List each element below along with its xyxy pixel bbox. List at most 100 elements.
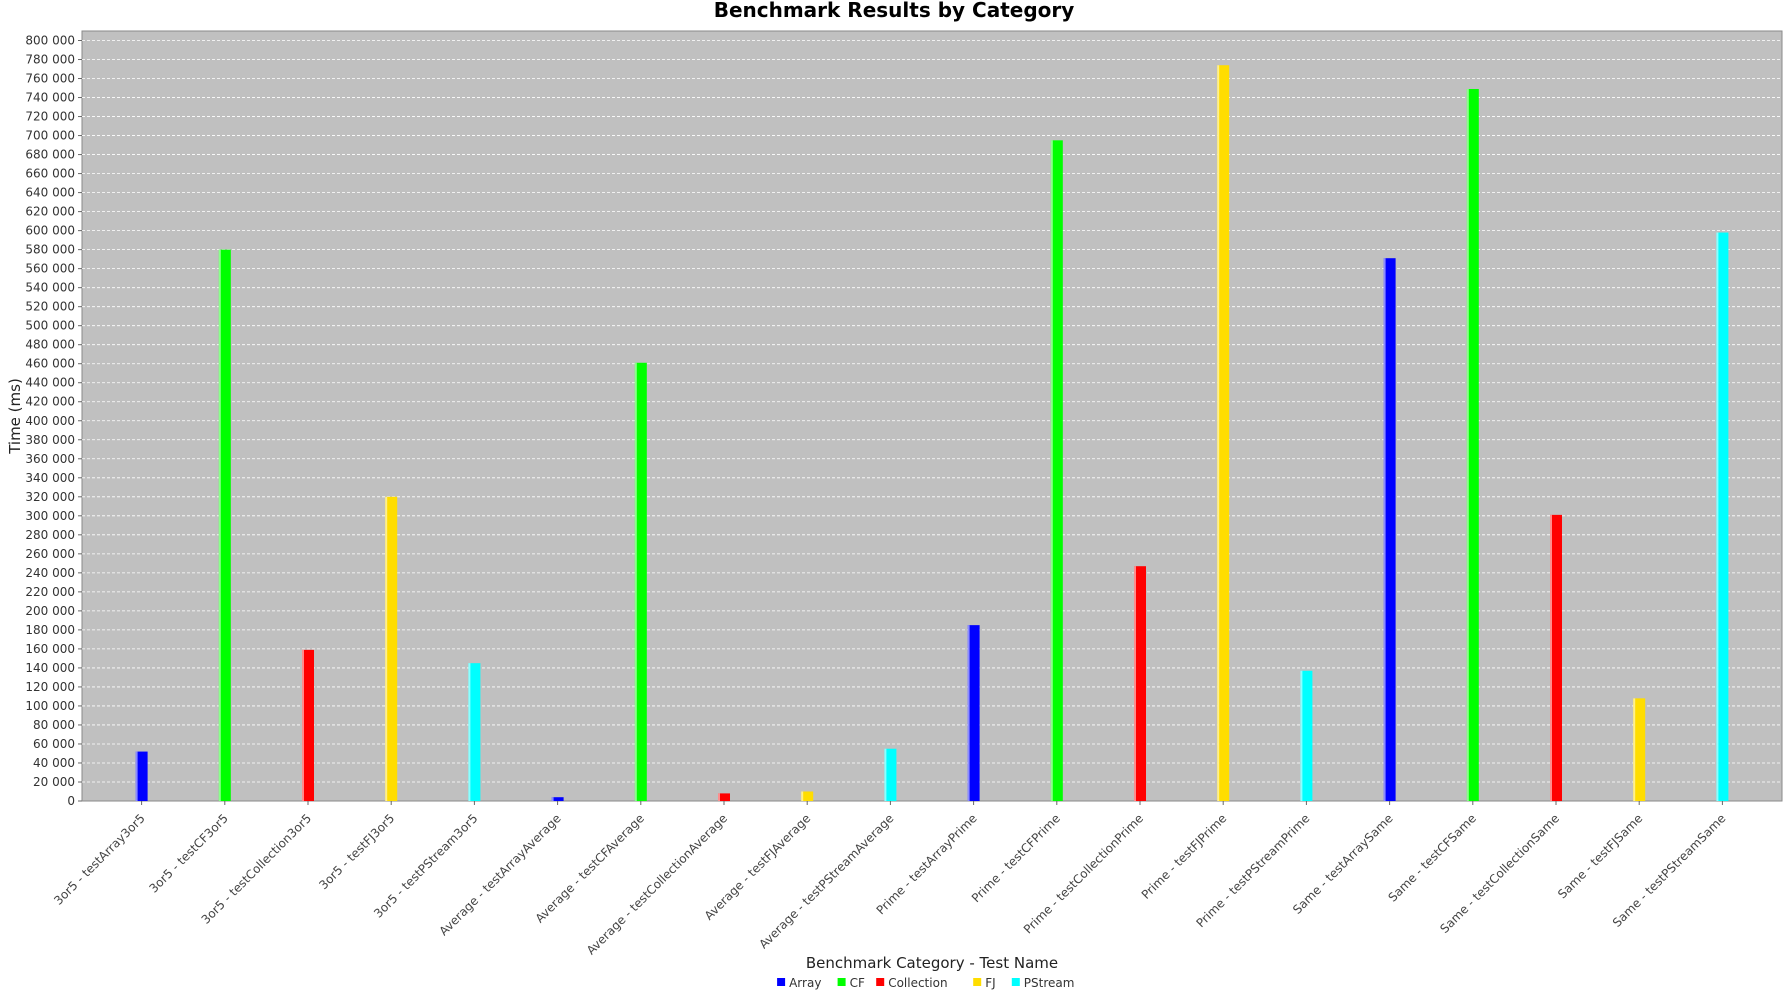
grid-lines <box>82 40 1782 783</box>
bar-highlight <box>1050 140 1053 801</box>
bar <box>1300 670 1313 801</box>
x-tick-label: Prime - testCFPrime <box>969 811 1063 905</box>
y-tick-label: 720 000 <box>25 110 75 124</box>
bar-array <box>967 625 980 801</box>
bar-array <box>551 797 564 801</box>
y-tick-label: 440 000 <box>25 376 75 390</box>
y-tick-label: 160 000 <box>25 642 75 656</box>
bars <box>135 65 1729 802</box>
y-tick-label: 80 000 <box>33 718 75 732</box>
bar-highlight <box>1466 88 1469 801</box>
y-tick-label: 100 000 <box>25 699 75 713</box>
y-tick-label: 380 000 <box>25 433 75 447</box>
bar-fj <box>1217 65 1230 801</box>
x-axis-label: Benchmark Category - Test Name <box>806 954 1058 972</box>
y-tick-label: 240 000 <box>25 566 75 580</box>
bar-pstream <box>1716 232 1729 801</box>
bar-highlight <box>718 793 720 801</box>
y-tick-label: 560 000 <box>25 262 75 276</box>
bar-highlight <box>1217 65 1220 801</box>
x-tick-label: Average - testPStreamAverage <box>756 811 896 951</box>
bar <box>1050 140 1063 801</box>
y-tick-label: 400 000 <box>25 414 75 428</box>
bar <box>1466 88 1479 801</box>
y-tick-label: 180 000 <box>25 623 75 637</box>
bar-array <box>135 751 148 801</box>
bar-cf <box>1466 88 1479 801</box>
x-tick-label: 3or5 - testArray3or5 <box>51 811 147 907</box>
bar-highlight <box>1134 566 1136 801</box>
y-tick-label: 40 000 <box>33 756 75 770</box>
y-tick-label: 580 000 <box>25 243 75 257</box>
bar-fj <box>801 791 814 801</box>
plot-area <box>81 30 1783 802</box>
bar <box>385 496 398 801</box>
legend-label: Array <box>789 976 821 990</box>
bar-highlight <box>468 663 471 801</box>
bar-collection <box>1134 566 1146 801</box>
y-tick-label: 800 000 <box>25 34 75 48</box>
bar <box>1633 698 1646 801</box>
bar <box>218 249 231 801</box>
legend-label: FJ <box>985 976 995 990</box>
x-tick-label: Same - testFJSame <box>1555 811 1645 901</box>
bar <box>468 663 481 801</box>
bar-highlight <box>801 791 804 801</box>
legend-swatch <box>1011 978 1020 986</box>
bar-pstream <box>884 748 897 801</box>
x-tick-label: 3or5 - testCF3or5 <box>147 811 231 895</box>
bar <box>135 751 148 801</box>
bar <box>634 362 647 801</box>
y-tick-label: 320 000 <box>25 490 75 504</box>
bar <box>801 791 814 801</box>
bar <box>884 748 897 801</box>
y-tick-label: 740 000 <box>25 91 75 105</box>
bar <box>967 625 980 801</box>
bar-highlight <box>967 625 970 801</box>
y-tick-label: 340 000 <box>25 471 75 485</box>
x-tick-label: 3or5 - testFJ3or5 <box>316 811 397 892</box>
bar-cf <box>634 362 647 801</box>
legend: Array CF Collection FJ PStream <box>777 976 1074 990</box>
bar-fj <box>385 496 398 801</box>
y-tick-label: 680 000 <box>25 148 75 162</box>
bar <box>1134 566 1146 801</box>
y-tick-label: 260 000 <box>25 547 75 561</box>
legend-swatch <box>777 978 786 986</box>
bar-collection <box>1550 514 1562 801</box>
y-tick-label: 0 <box>67 794 75 808</box>
bar <box>718 793 730 801</box>
bar-highlight <box>135 751 138 801</box>
bar-cf <box>1050 140 1063 801</box>
bar-highlight <box>1716 232 1719 801</box>
y-tick-label: 760 000 <box>25 72 75 86</box>
y-tick-label: 140 000 <box>25 661 75 675</box>
bar-cf <box>218 249 231 801</box>
bar-highlight <box>302 649 304 801</box>
bar-highlight <box>1550 514 1552 801</box>
bar-highlight <box>1300 670 1303 801</box>
y-tick-label: 500 000 <box>25 319 75 333</box>
y-tick-label: 640 000 <box>25 186 75 200</box>
y-tick-label: 420 000 <box>25 395 75 409</box>
bar-highlight <box>884 748 887 801</box>
bar-highlight <box>385 496 388 801</box>
bar-collection <box>718 793 730 801</box>
y-axis-label: Time (ms) <box>6 378 24 455</box>
legend-label: CF <box>850 976 865 990</box>
y-tick-label: 780 000 <box>25 53 75 67</box>
y-tick-label: 60 000 <box>33 737 75 751</box>
bar-pstream <box>468 663 481 801</box>
x-tick-label: Same - testCFSame <box>1385 811 1478 904</box>
bar <box>302 649 314 801</box>
y-tick-label: 360 000 <box>25 452 75 466</box>
bar-highlight <box>1633 698 1636 801</box>
x-tick-label: Average - testCollectionAverage <box>584 811 730 957</box>
y-tick-label: 520 000 <box>25 300 75 314</box>
bar-highlight <box>1383 258 1386 802</box>
y-tick-label: 300 000 <box>25 509 75 523</box>
legend-label: Collection <box>888 976 947 990</box>
bar-highlight <box>634 362 637 801</box>
